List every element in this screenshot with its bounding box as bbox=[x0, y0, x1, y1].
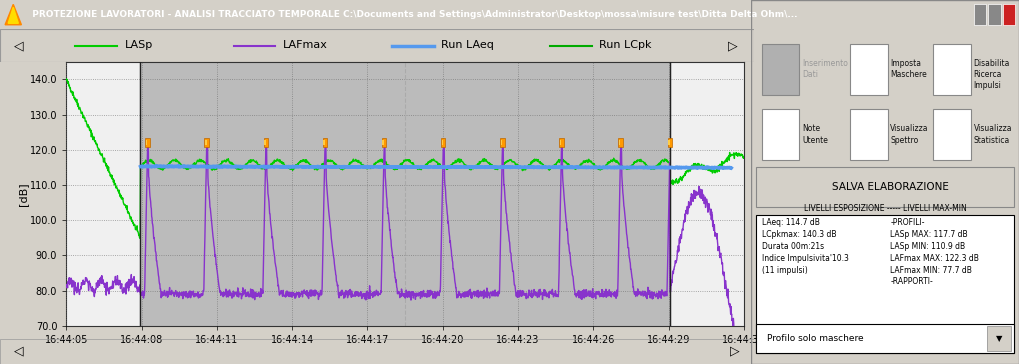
Text: ◁: ◁ bbox=[13, 345, 23, 358]
Bar bbox=[500, 141, 502, 145]
Text: LIVELLI ESPOSIZIONE ----- LIVELLI MAX-MIN: LIVELLI ESPOSIZIONE ----- LIVELLI MAX-MI… bbox=[804, 204, 966, 213]
Bar bbox=[205, 138, 209, 147]
Bar bbox=[619, 138, 623, 147]
Text: ◁: ◁ bbox=[13, 39, 23, 52]
Bar bbox=[974, 4, 986, 25]
Polygon shape bbox=[8, 7, 18, 23]
Bar bbox=[756, 324, 1014, 353]
Text: Visualizza
Statistica: Visualizza Statistica bbox=[973, 124, 1012, 145]
Text: ▷: ▷ bbox=[730, 345, 740, 358]
Bar bbox=[441, 141, 443, 145]
Bar bbox=[762, 44, 799, 95]
Bar bbox=[323, 138, 327, 147]
Text: Run LCpk: Run LCpk bbox=[599, 40, 652, 51]
Text: PROTEZIONE LAVORATORI - ANALISI TRACCIATO TEMPORALE C:\Documents and Settings\Ad: PROTEZIONE LAVORATORI - ANALISI TRACCIAT… bbox=[26, 10, 798, 19]
Bar bbox=[668, 141, 669, 145]
Bar bbox=[933, 109, 971, 160]
Text: SALVA ELABORAZIONE: SALVA ELABORAZIONE bbox=[832, 182, 949, 193]
Text: ▼: ▼ bbox=[996, 334, 1002, 343]
Bar bbox=[264, 141, 266, 145]
Bar bbox=[1003, 4, 1015, 25]
Bar bbox=[762, 109, 799, 160]
Bar bbox=[756, 215, 1014, 353]
Bar bbox=[988, 4, 1001, 25]
Bar bbox=[323, 141, 325, 145]
Bar bbox=[141, 62, 669, 326]
Bar bbox=[264, 138, 268, 147]
Text: Profilo solo maschere: Profilo solo maschere bbox=[767, 334, 864, 343]
Bar bbox=[933, 44, 971, 95]
Text: LASp: LASp bbox=[124, 40, 153, 51]
Text: ▷: ▷ bbox=[728, 39, 738, 52]
Text: LAeq: 114.7 dB
LCpkmax: 140.3 dB
Durata 00m:21s
Indice Impulsivita'10.3
(11 impu: LAeq: 114.7 dB LCpkmax: 140.3 dB Durata … bbox=[762, 218, 849, 274]
Bar bbox=[441, 138, 445, 147]
Bar bbox=[382, 138, 386, 147]
Bar bbox=[850, 109, 888, 160]
Bar bbox=[559, 141, 561, 145]
Polygon shape bbox=[5, 4, 21, 25]
Text: Run LAeq: Run LAeq bbox=[441, 40, 494, 51]
Bar bbox=[559, 138, 564, 147]
Text: Visualizza
Spettro: Visualizza Spettro bbox=[891, 124, 929, 145]
Bar bbox=[205, 141, 207, 145]
Bar bbox=[667, 138, 673, 147]
Y-axis label: [dB]: [dB] bbox=[18, 182, 29, 206]
Text: Note
Utente: Note Utente bbox=[802, 124, 827, 145]
Text: LAFmax: LAFmax bbox=[282, 40, 328, 51]
Bar bbox=[500, 138, 504, 147]
Text: Imposta
Maschere: Imposta Maschere bbox=[891, 59, 927, 79]
Bar bbox=[986, 326, 1011, 351]
Text: -PROFILI-
LASp MAX: 117.7 dB
LASp MIN: 110.9 dB
LAFmax MAX: 122.3 dB
LAFmax MIN:: -PROFILI- LASp MAX: 117.7 dB LASp MIN: 1… bbox=[891, 218, 979, 286]
Bar bbox=[756, 167, 1014, 207]
Bar bbox=[146, 141, 148, 145]
Text: Disabilita
Ricerca
Impulsi: Disabilita Ricerca Impulsi bbox=[973, 59, 1010, 90]
Bar bbox=[619, 141, 621, 145]
Bar bbox=[382, 141, 384, 145]
Bar bbox=[850, 44, 888, 95]
Text: Inserimento
Dati: Inserimento Dati bbox=[802, 59, 848, 79]
Bar bbox=[146, 138, 150, 147]
